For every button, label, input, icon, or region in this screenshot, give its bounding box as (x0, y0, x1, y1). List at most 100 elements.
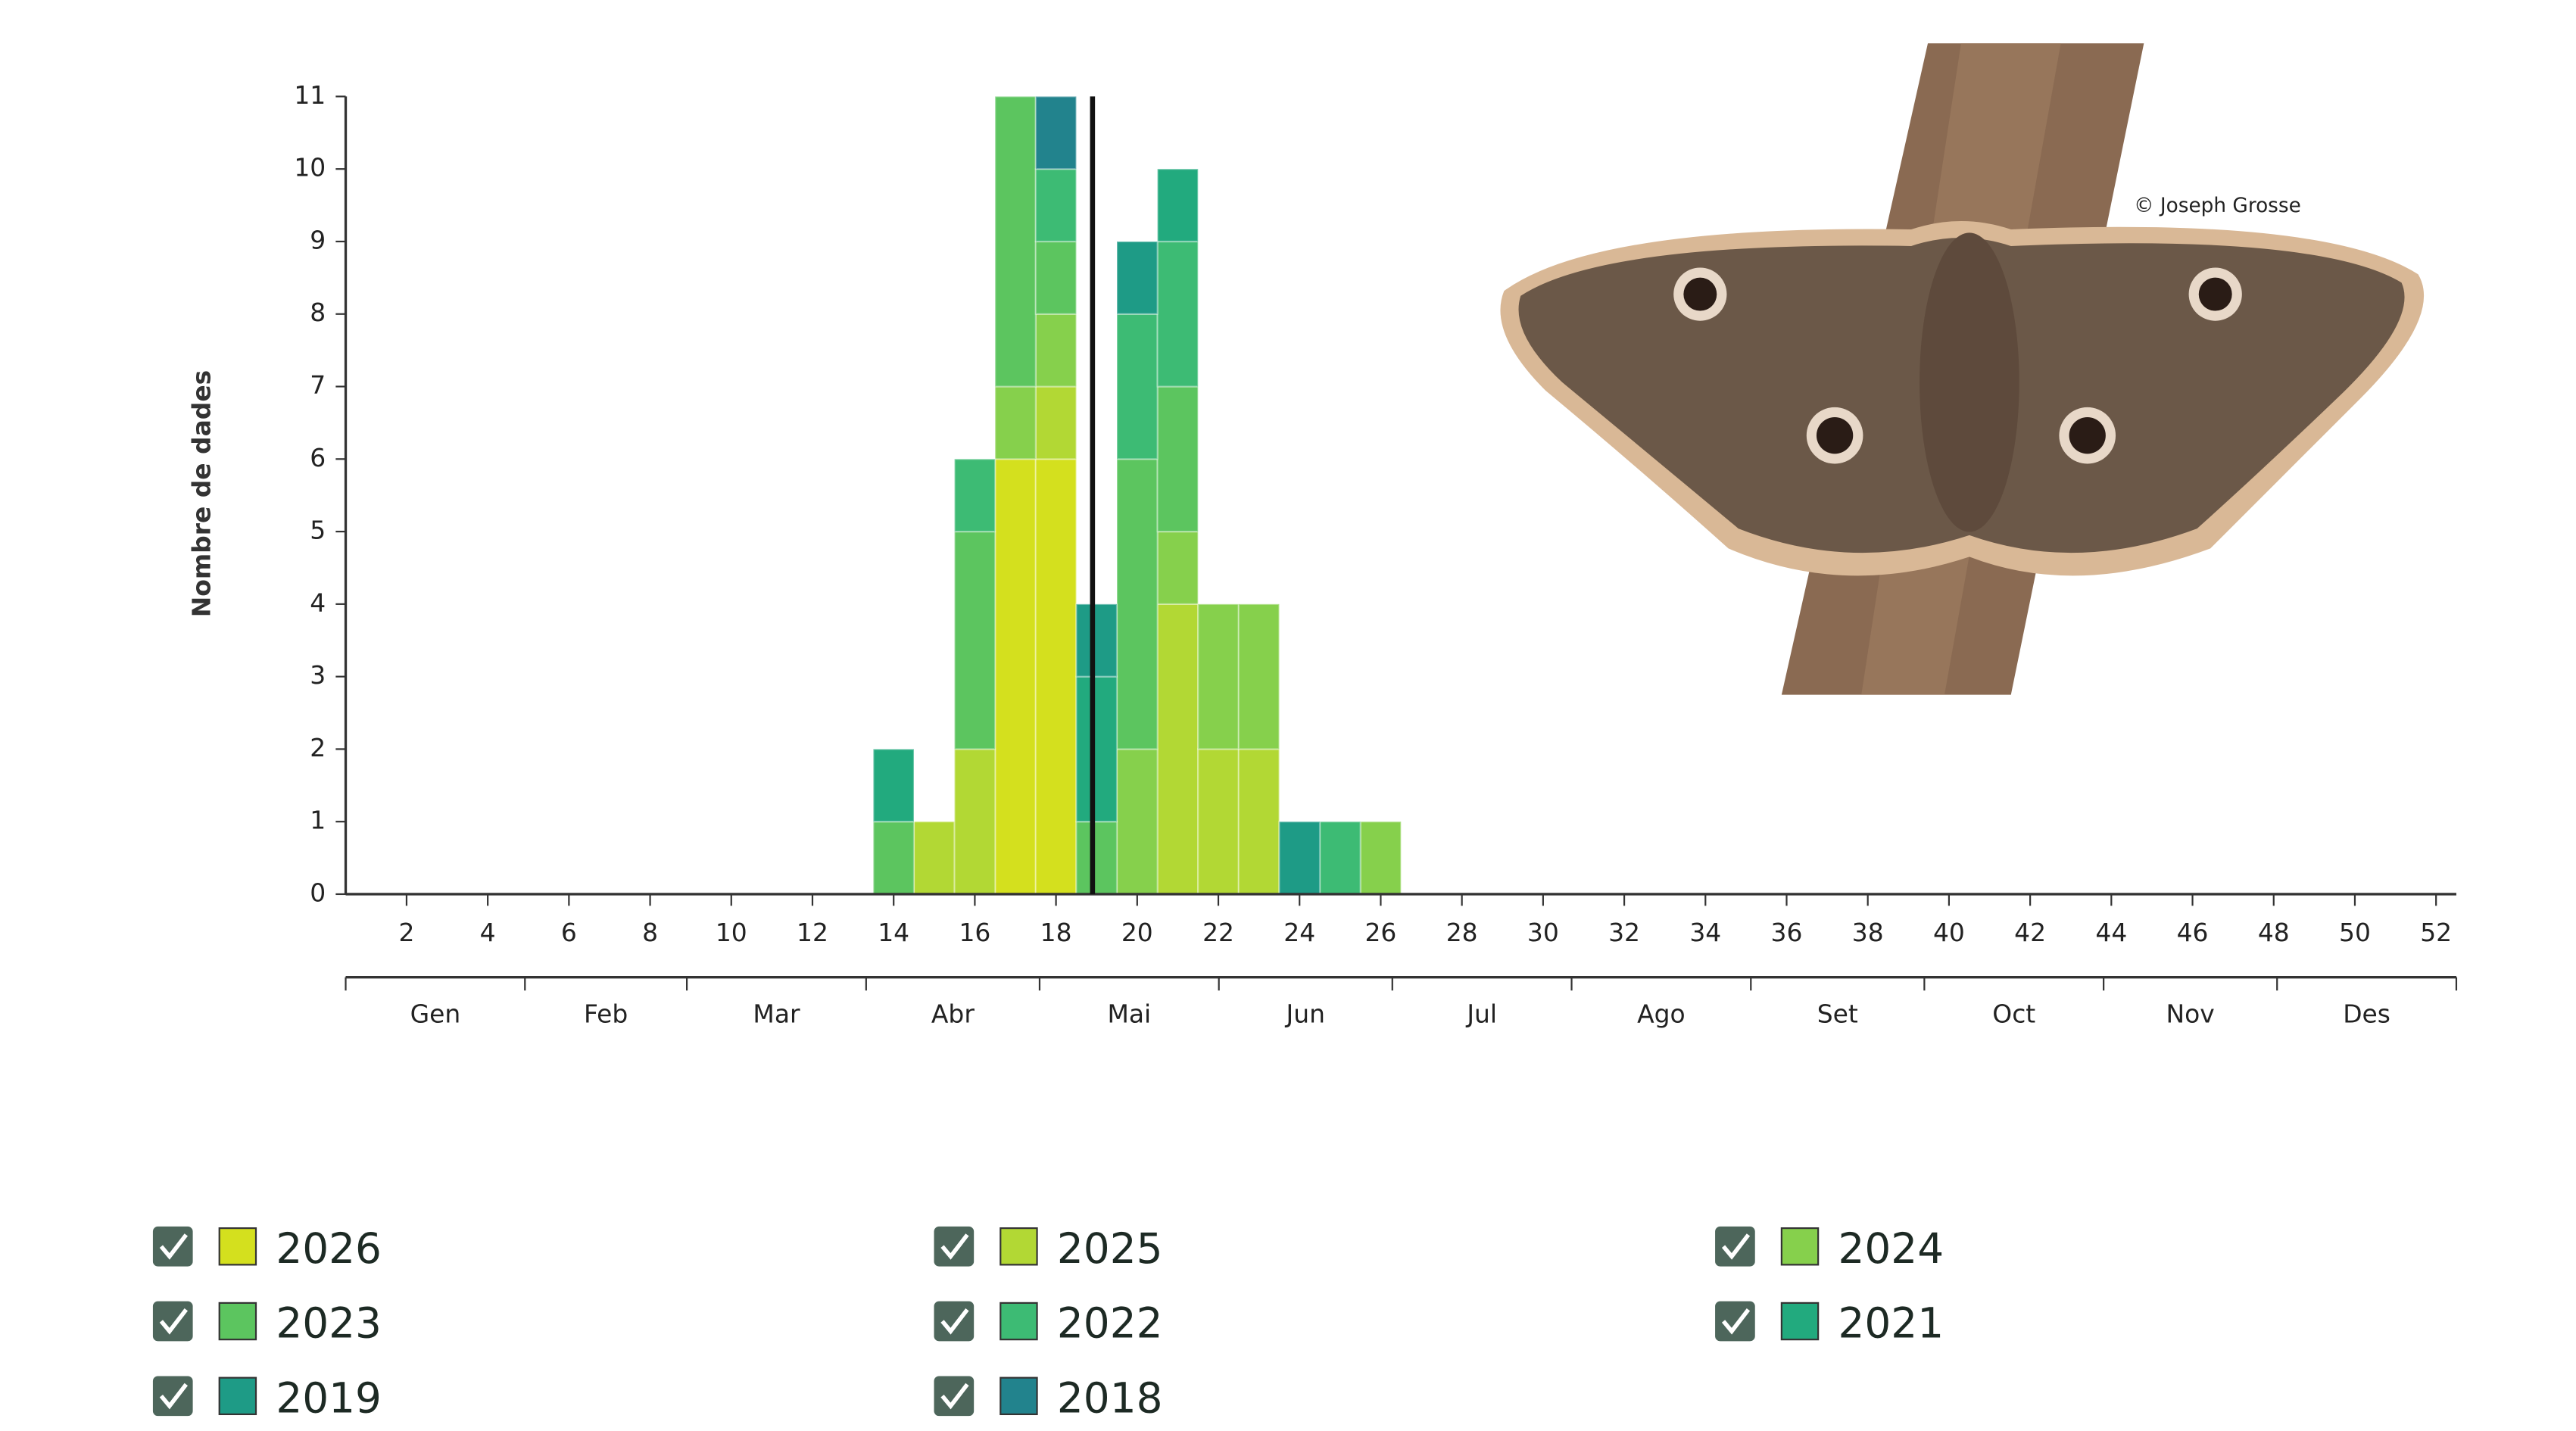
legend-swatch (218, 1302, 257, 1341)
bar-segment (994, 385, 1037, 460)
x-tick-label: 46 (2177, 918, 2209, 947)
legend-swatch (1780, 1302, 1820, 1341)
x-tick-label: 38 (1852, 918, 1884, 947)
x-tick-label: 36 (1771, 918, 1803, 947)
bar-segment (953, 748, 996, 896)
bar-segment (872, 748, 915, 823)
month-label: Nov (2166, 999, 2215, 1029)
legend-item: 2022 (934, 1299, 1163, 1348)
month-label: Jun (1285, 999, 1325, 1029)
bar-segment (1115, 313, 1159, 460)
x-tick-label: 10 (716, 918, 747, 947)
bar-segment (1237, 748, 1280, 896)
legend-item: 2026 (152, 1224, 382, 1273)
x-tick-label: 44 (2095, 918, 2127, 947)
x-tick-label: 20 (1121, 918, 1153, 947)
bar-segment (1034, 458, 1077, 896)
legend-label: 2019 (276, 1374, 382, 1423)
x-tick-label: 22 (1202, 918, 1234, 947)
legend-checkbox[interactable] (1715, 1226, 1755, 1267)
bar-segment (1075, 603, 1118, 678)
legend-swatch (1000, 1376, 1038, 1416)
bar-segment (1359, 821, 1402, 896)
month-label: Des (2343, 999, 2390, 1029)
check-icon (940, 1383, 969, 1410)
x-tick-label: 6 (561, 918, 577, 947)
bar-segment (1156, 603, 1199, 896)
bar-segment (1318, 821, 1361, 896)
y-tick-label: 2 (310, 733, 326, 762)
bar-segment (1156, 168, 1199, 243)
y-tick-label: 10 (294, 153, 326, 182)
bar-segment (1156, 530, 1199, 605)
legend-label: 2023 (276, 1299, 382, 1348)
moth-photo: © Joseph Grosse (1500, 43, 2425, 695)
bar-segment (1115, 748, 1159, 896)
y-tick-label: 5 (310, 516, 326, 545)
x-tick-label: 14 (878, 918, 909, 947)
bar-segment (1156, 385, 1199, 533)
bar-segment (1034, 313, 1077, 388)
legend-label: 2021 (1838, 1299, 1944, 1348)
month-label: Set (1817, 999, 1858, 1029)
y-tick-label: 0 (310, 878, 326, 907)
bar-segment (1075, 821, 1118, 896)
x-tick-label: 30 (1527, 918, 1559, 947)
bar-segment (1034, 240, 1077, 315)
month-label: Gen (410, 999, 461, 1029)
month-label: Mai (1107, 999, 1151, 1029)
legend-checkbox[interactable] (152, 1301, 193, 1342)
check-icon (940, 1233, 969, 1260)
x-tick-label: 26 (1365, 918, 1397, 947)
y-tick-label: 11 (294, 80, 326, 110)
check-icon (1721, 1233, 1751, 1260)
bar-segment (912, 821, 956, 896)
x-tick-label: 34 (1689, 918, 1721, 947)
x-tick-label: 4 (480, 918, 496, 947)
y-tick-label: 1 (310, 806, 326, 835)
legend-swatch (1780, 1227, 1820, 1266)
y-tick-label: 3 (310, 660, 326, 690)
bar-segment (1197, 748, 1240, 896)
legend-checkbox[interactable] (152, 1226, 193, 1267)
check-icon (159, 1383, 188, 1410)
bar-segment (1156, 240, 1199, 388)
bar-segment (1034, 95, 1077, 170)
legend-label: 2024 (1838, 1224, 1944, 1273)
y-tick-label: 7 (310, 370, 326, 400)
x-tick-label: 40 (1933, 918, 1965, 947)
x-tick-label: 32 (1608, 918, 1640, 947)
legend-checkbox[interactable] (934, 1301, 975, 1342)
x-tick-label: 16 (959, 918, 990, 947)
bar-segment (953, 458, 996, 533)
month-label: Feb (584, 999, 628, 1029)
x-tick-label: 42 (2014, 918, 2046, 947)
x-tick-label: 12 (797, 918, 828, 947)
legend-item: 2023 (152, 1299, 382, 1348)
legend-item: 2019 (152, 1374, 382, 1423)
x-tick-label: 50 (2339, 918, 2371, 947)
legend-swatch (218, 1227, 257, 1266)
x-tick-label: 2 (398, 918, 414, 947)
legend-checkbox[interactable] (934, 1376, 975, 1417)
legend-checkbox[interactable] (1715, 1301, 1755, 1342)
check-icon (159, 1233, 188, 1260)
legend-checkbox[interactable] (934, 1226, 975, 1267)
bar-segment (1115, 240, 1159, 315)
legend-label: 2025 (1057, 1224, 1163, 1273)
y-tick-label: 6 (310, 443, 326, 472)
legend-checkbox[interactable] (152, 1376, 193, 1417)
y-tick-label: 8 (310, 298, 326, 327)
check-icon (1721, 1308, 1751, 1335)
month-label: Abr (931, 999, 975, 1029)
bar-segment (1197, 603, 1240, 750)
legend-item: 2025 (934, 1224, 1163, 1273)
legend-label: 2022 (1057, 1299, 1163, 1348)
bar-segment (1278, 821, 1321, 896)
x-tick-label: 48 (2258, 918, 2290, 947)
month-label: Oct (1992, 999, 2035, 1029)
month-label: Ago (1637, 999, 1686, 1029)
bar-segment (994, 458, 1037, 896)
bar-segment (994, 95, 1037, 388)
bar-segment (1034, 168, 1077, 243)
